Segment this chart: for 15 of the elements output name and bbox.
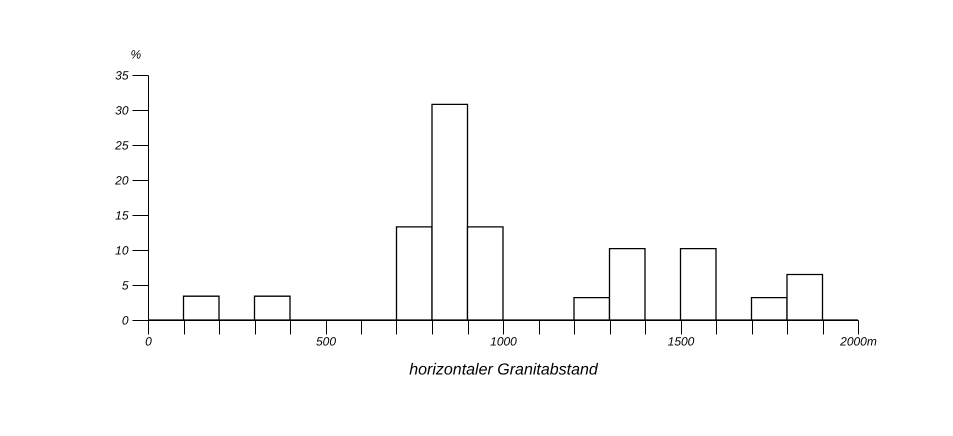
- y-tick-label: 25: [114, 138, 129, 152]
- x-tick-label: 0: [145, 334, 152, 348]
- x-axis-title: horizontaler Granitabstand: [409, 362, 599, 378]
- y-tick-label: 20: [114, 174, 129, 188]
- x-tick-label: 500: [316, 334, 336, 348]
- x-tick-label: 2000m: [839, 334, 877, 348]
- x-tick-label: 1500: [668, 334, 695, 348]
- y-tick-label: 5: [122, 278, 129, 292]
- y-tick-label: 0: [122, 314, 129, 328]
- y-tick-label: 35: [115, 68, 129, 82]
- y-axis-title: %: [130, 48, 142, 62]
- y-tick-label: 30: [115, 104, 129, 118]
- y-tick-label: 15: [115, 208, 129, 222]
- y-tick-label: 10: [115, 244, 129, 258]
- x-tick-label: 1000: [490, 334, 518, 348]
